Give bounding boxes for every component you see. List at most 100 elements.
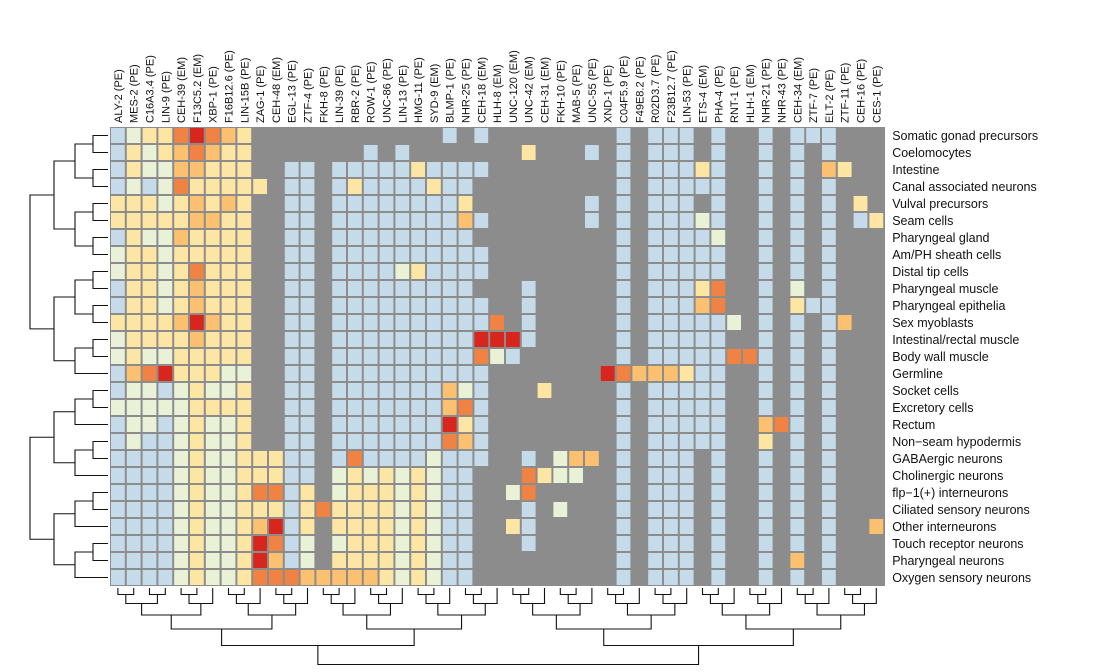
heatmap-cell <box>111 502 125 517</box>
heatmap-cell <box>205 332 220 347</box>
column-label: NHR-21 (PE) <box>761 58 773 123</box>
heatmap-cell <box>411 332 425 347</box>
heatmap-cell <box>616 485 631 500</box>
heatmap-cell <box>664 366 678 381</box>
heatmap-cell <box>221 349 236 364</box>
heatmap-cell <box>253 485 267 500</box>
row-label: Am/PH sheath cells <box>892 248 1001 262</box>
heatmap-cell <box>253 519 267 534</box>
heatmap-cell <box>348 315 362 330</box>
heatmap-cell <box>711 349 726 364</box>
heatmap-cell <box>648 196 662 211</box>
heatmap-cell <box>711 366 726 381</box>
column-label: RBR-2 (PE) <box>350 65 362 123</box>
dendrogram-branch <box>92 440 108 460</box>
heatmap-cell <box>474 366 489 381</box>
heatmap-cell <box>284 247 299 262</box>
heatmap-cell <box>648 417 662 432</box>
heatmap-cell <box>363 179 378 194</box>
column-label: BLMP-1 (PE) <box>445 58 457 123</box>
heatmap-cell <box>442 553 457 568</box>
heatmap-cell <box>758 468 773 483</box>
heatmap-cell <box>458 315 473 330</box>
heatmap-cell <box>822 145 836 160</box>
heatmap-cell <box>822 536 836 551</box>
heatmap-cell <box>205 298 220 313</box>
heatmap-cell <box>237 570 252 585</box>
dendrogram-branch <box>567 588 593 605</box>
heatmap-cell <box>237 468 252 483</box>
heatmap-cell <box>158 502 173 517</box>
heatmap-cell <box>142 485 157 500</box>
heatmap-cell <box>221 451 236 466</box>
heatmap-cell <box>111 179 125 194</box>
heatmap-cell <box>363 570 378 585</box>
row-label: Other interneurons <box>892 520 996 534</box>
heatmap-cell <box>427 383 441 398</box>
heatmap-cell <box>300 519 315 534</box>
heatmap-cell <box>442 298 457 313</box>
heatmap-cell <box>269 536 283 551</box>
heatmap-cell <box>664 298 678 313</box>
heatmap-cell <box>142 332 157 347</box>
heatmap-cell <box>142 264 157 279</box>
heatmap-cell <box>442 400 457 415</box>
row-label: Cholinergic neurons <box>892 469 1003 483</box>
heatmap-cell <box>711 451 726 466</box>
heatmap-cell <box>822 417 836 432</box>
heatmap-cell <box>679 162 694 177</box>
heatmap-cell <box>679 417 694 432</box>
heatmap-cell <box>174 179 188 194</box>
heatmap-cell <box>142 536 157 551</box>
heatmap-cell <box>822 128 836 143</box>
heatmap-cell <box>711 179 726 194</box>
heatmap-cell <box>237 349 252 364</box>
heatmap-cell <box>790 162 805 177</box>
row-label: Socket cells <box>892 384 959 398</box>
dendrogram-branch <box>417 588 435 596</box>
column-label: UNC-42 (EM) <box>524 56 536 123</box>
heatmap-cell <box>111 570 125 585</box>
heatmap-cell <box>300 332 315 347</box>
dendrogram-branch <box>221 629 415 647</box>
heatmap-cell <box>205 417 220 432</box>
heatmap-cell <box>363 519 378 534</box>
heatmap-cell <box>711 468 726 483</box>
heatmap-cell <box>363 230 378 245</box>
heatmap-cell <box>126 230 141 245</box>
heatmap-cell <box>190 502 204 517</box>
heatmap-cell <box>521 468 536 483</box>
heatmap-cell <box>616 128 631 143</box>
heatmap-cell <box>616 417 631 432</box>
heatmap-cell <box>363 536 378 551</box>
column-label: C04F5.9 (PE) <box>619 56 631 123</box>
heatmap-cell <box>790 468 805 483</box>
heatmap-cell <box>395 264 410 279</box>
heatmap-cell <box>190 196 204 211</box>
heatmap-cell <box>348 434 362 449</box>
heatmap-cell <box>648 519 662 534</box>
heatmap-cell <box>348 383 362 398</box>
heatmap-cell <box>284 332 299 347</box>
heatmap-cell <box>111 400 125 415</box>
heatmap-cell <box>442 179 457 194</box>
heatmap-cell <box>363 502 378 517</box>
heatmap-cell <box>126 281 141 296</box>
heatmap-cell <box>553 502 568 517</box>
heatmap-cell <box>395 281 410 296</box>
heatmap-cell <box>774 417 789 432</box>
heatmap-cell <box>158 230 173 245</box>
heatmap-cell <box>521 298 536 313</box>
dendrogram-branch <box>141 603 202 616</box>
dendrogram-branch <box>745 615 842 630</box>
heatmap-cell <box>442 315 457 330</box>
heatmap-cell <box>822 570 836 585</box>
heatmap-cell <box>237 400 252 415</box>
heatmap-cell <box>205 366 220 381</box>
heatmap-cell <box>395 417 410 432</box>
dendrogram-branch <box>317 645 700 666</box>
heatmap-cell <box>442 230 457 245</box>
heatmap-cell <box>442 502 457 517</box>
heatmap-cell <box>126 162 141 177</box>
